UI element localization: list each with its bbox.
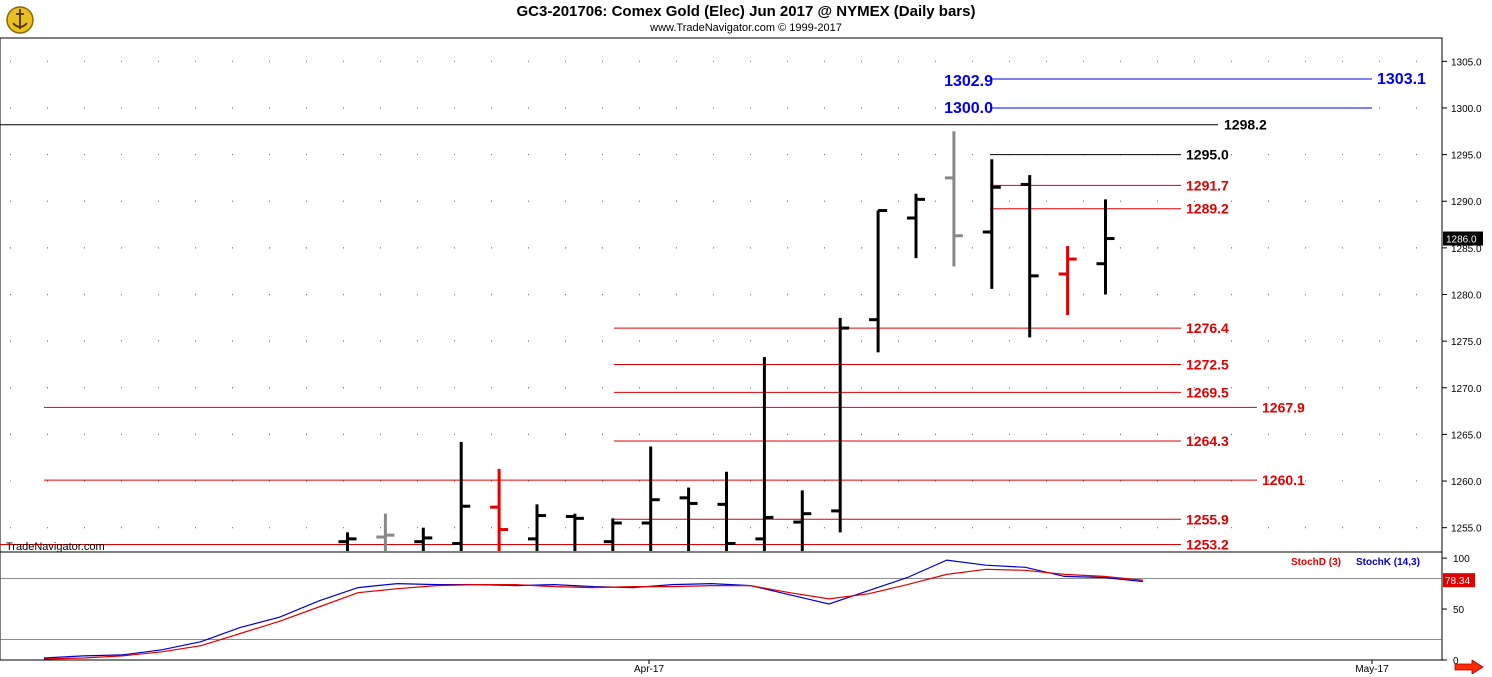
price-bar	[1058, 245, 1077, 316]
y-tick-label: 1280.0	[1451, 291, 1482, 302]
level-label: 1267.9	[1262, 399, 1305, 415]
x-tick-label: May-17	[1355, 664, 1389, 675]
level-label: 1302.9	[944, 73, 993, 90]
level-label: 1300.0	[944, 100, 993, 117]
level-label: 1269.5	[1186, 384, 1229, 400]
price-bar	[338, 532, 357, 551]
level-label: 1255.9	[1186, 511, 1229, 527]
price-bar	[793, 490, 812, 551]
price-bar	[528, 504, 546, 551]
stoch-last-box	[1443, 573, 1475, 588]
price-bar	[565, 513, 584, 551]
chart-copyright: www.TradeNavigator.com © 1999-2017	[650, 22, 842, 34]
y-tick-label: 1305.0	[1451, 57, 1482, 68]
y-tick-label: 1255.0	[1451, 524, 1482, 535]
y-tick-label: 1270.0	[1451, 384, 1482, 395]
price-bar	[982, 159, 1001, 289]
level-label: 1260.1	[1262, 472, 1305, 488]
x-tick-label: Apr-17	[634, 664, 664, 675]
price-bar	[1096, 199, 1115, 295]
legend-stochd: StochD (3)	[1291, 557, 1341, 568]
y-tick-label: 1285.0	[1451, 244, 1482, 255]
level-label: 1276.4	[1186, 320, 1229, 336]
price-bar	[414, 527, 433, 551]
level-label: 1291.7	[1186, 177, 1229, 193]
y-tick-label: 1295.0	[1451, 151, 1482, 162]
level-label: 1289.2	[1186, 201, 1229, 217]
y-tick-label: 1260.0	[1451, 477, 1482, 488]
y-tick-label: 1275.0	[1451, 337, 1482, 348]
right-arrow-icon[interactable]	[1454, 660, 1484, 674]
y-tick-label: 1265.0	[1451, 430, 1482, 441]
plot-border	[0, 37, 1443, 661]
price-bar	[1020, 175, 1039, 338]
level-label: 1272.5	[1186, 356, 1229, 372]
price-bar	[679, 487, 698, 551]
price-bar	[907, 193, 925, 259]
price-bar	[376, 513, 395, 551]
price-bar	[869, 209, 888, 353]
price-bar	[490, 468, 509, 551]
price-bar	[944, 131, 963, 267]
chart-title: GC3-201706: Comex Gold (Elec) Jun 2017 @…	[516, 3, 976, 20]
stochd-line	[43, 568, 1144, 660]
price-bar	[831, 317, 850, 533]
last-price-box	[1443, 231, 1483, 246]
y-tick-label: 1300.0	[1451, 104, 1482, 115]
last-price-label: 1286.0	[1446, 235, 1477, 246]
y-tick-label: 1290.0	[1451, 197, 1482, 208]
level-label: 1264.3	[1186, 433, 1229, 449]
level-label: 1303.1	[1377, 71, 1426, 88]
level-label: 1253.2	[1186, 536, 1229, 552]
stoch-y-tick-label: 100	[1453, 554, 1470, 565]
price-bar	[452, 441, 471, 551]
legend-stochk: StochK (14,3)	[1356, 557, 1420, 568]
stochk-line	[43, 559, 1144, 659]
watermark-label: TradeNavigator.com	[6, 541, 105, 553]
price-bar	[717, 471, 736, 551]
price-bar	[755, 356, 774, 551]
price-bar	[641, 446, 660, 551]
level-label: 1298.2	[1224, 117, 1267, 133]
trade-navigator-logo-icon[interactable]	[4, 3, 36, 35]
stoch-y-tick-label: 50	[1453, 605, 1465, 616]
price-bar	[603, 518, 622, 551]
level-label: 1295.0	[1186, 147, 1229, 163]
stoch-last-label: 78.34	[1445, 576, 1470, 587]
